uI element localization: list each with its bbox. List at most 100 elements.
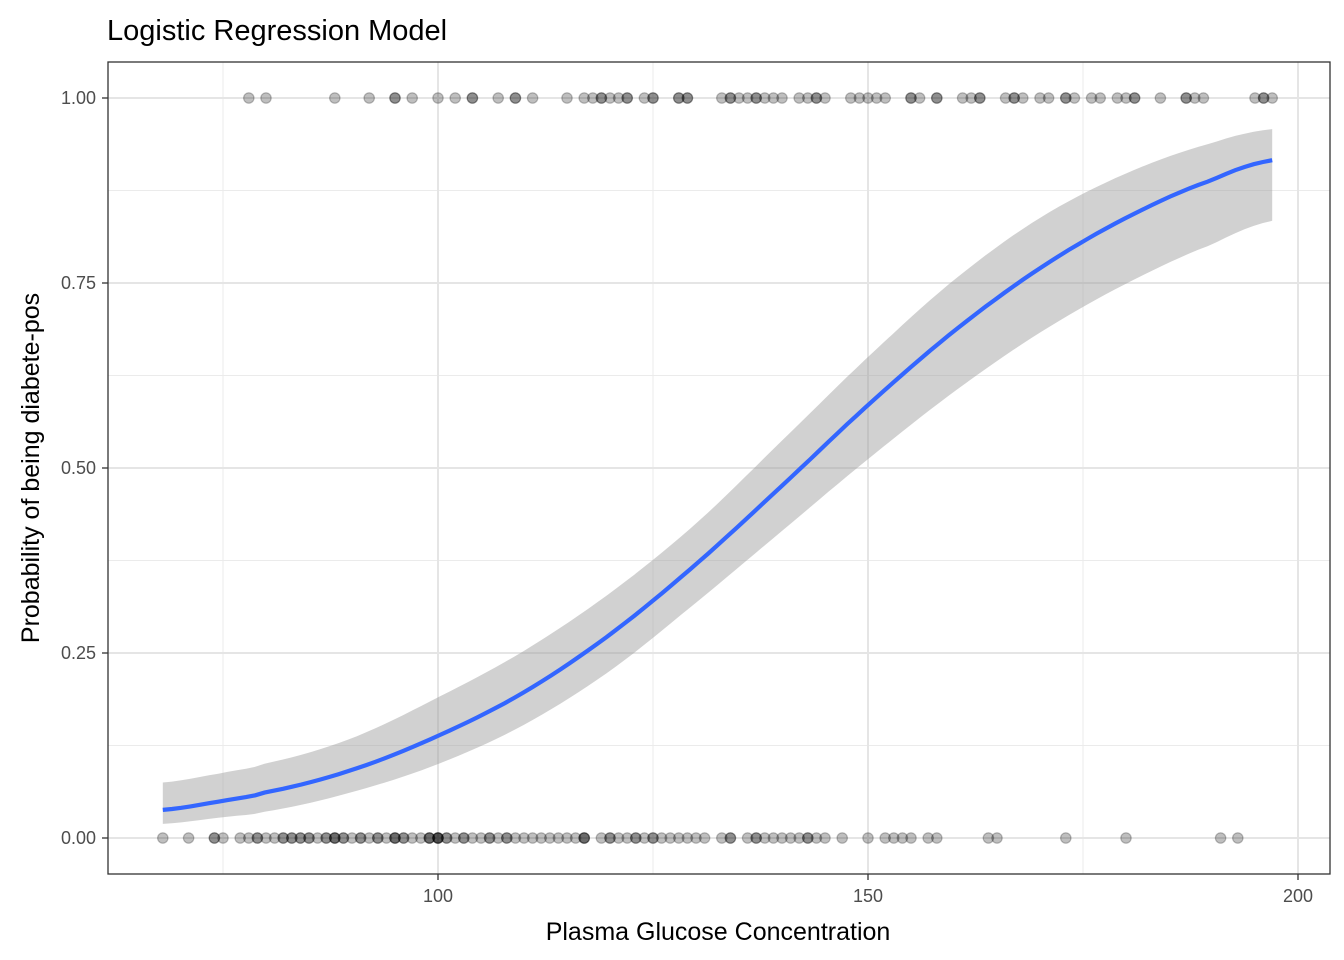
data-point	[647, 92, 659, 104]
data-point	[784, 832, 797, 844]
data-point	[999, 92, 1012, 104]
data-point	[1128, 92, 1141, 104]
data-point	[466, 832, 479, 844]
data-point	[432, 92, 444, 104]
data-point	[1214, 832, 1227, 844]
data-point	[879, 832, 891, 844]
data-point	[440, 832, 453, 844]
data-point	[681, 92, 694, 104]
data-point	[217, 832, 229, 844]
data-point	[354, 832, 367, 844]
fit-line	[162, 158, 1273, 812]
data-point	[1111, 92, 1124, 104]
data-point	[397, 832, 410, 844]
data-point	[672, 92, 685, 104]
data-point	[260, 92, 272, 104]
data-point	[285, 832, 298, 844]
data-point	[500, 832, 513, 844]
data-point	[483, 832, 496, 844]
data-point	[449, 832, 461, 844]
data-point	[862, 92, 874, 104]
data-point	[457, 832, 470, 844]
data-point	[243, 92, 255, 104]
data-point	[1266, 92, 1278, 104]
data-point	[690, 832, 702, 844]
data-point	[715, 92, 728, 104]
data-point	[328, 832, 341, 844]
data-point	[810, 92, 823, 104]
data-point	[810, 832, 823, 844]
data-point	[526, 92, 539, 104]
data-point	[604, 832, 616, 844]
data-point	[243, 832, 255, 844]
data-point	[363, 832, 375, 844]
data-point	[363, 92, 375, 104]
data-point	[578, 832, 590, 844]
data-point	[389, 92, 401, 104]
data-point	[750, 832, 762, 844]
data-point	[578, 832, 590, 844]
y-axis-title: Probability of being diabete-pos	[17, 293, 45, 643]
data-point	[853, 92, 866, 104]
data-point	[905, 92, 917, 104]
y-tick-label: 0.50	[61, 458, 96, 478]
data-point	[303, 832, 315, 844]
data-point	[337, 832, 350, 844]
data-point	[466, 92, 479, 104]
data-points	[157, 92, 1278, 844]
data-point	[406, 832, 418, 844]
data-point	[1128, 92, 1141, 104]
data-point	[612, 832, 625, 844]
data-point	[535, 832, 547, 844]
data-point	[449, 92, 461, 104]
data-point	[1249, 92, 1261, 104]
data-point	[552, 832, 565, 844]
data-point	[406, 92, 418, 104]
data-point	[543, 832, 556, 844]
data-point	[930, 92, 943, 104]
data-point	[758, 832, 771, 844]
data-point	[647, 832, 659, 844]
data-point	[371, 832, 384, 844]
data-point	[776, 92, 788, 104]
data-point	[1060, 92, 1072, 104]
data-point	[354, 832, 367, 844]
data-point	[621, 832, 633, 844]
data-point	[896, 832, 909, 844]
data-point	[887, 832, 900, 844]
data-point	[801, 832, 814, 844]
data-point	[965, 92, 977, 104]
data-point	[750, 832, 762, 844]
data-point	[819, 92, 831, 104]
data-point	[328, 832, 341, 844]
data-point	[793, 92, 805, 104]
data-point	[208, 832, 221, 844]
data-point	[905, 92, 917, 104]
data-point	[1034, 92, 1046, 104]
data-point	[1060, 92, 1072, 104]
data-point	[389, 832, 401, 844]
data-point	[157, 832, 169, 844]
data-point	[681, 92, 694, 104]
data-point	[423, 832, 436, 844]
data-point	[303, 832, 315, 844]
data-point	[750, 92, 762, 104]
data-point	[518, 832, 530, 844]
x-tick-label: 100	[423, 886, 453, 906]
data-point	[956, 92, 969, 104]
data-point	[432, 832, 444, 844]
data-point	[595, 92, 608, 104]
data-point	[913, 92, 926, 104]
data-point	[801, 832, 814, 844]
data-point	[251, 832, 264, 844]
data-point	[724, 832, 737, 844]
plot-panel	[107, 61, 1331, 875]
data-point	[277, 832, 289, 844]
data-point	[328, 832, 341, 844]
y-tick-label: 1.00	[61, 88, 96, 108]
y-tick-label: 0.25	[61, 643, 96, 663]
data-point	[492, 92, 504, 104]
data-point	[681, 832, 694, 844]
data-point	[647, 92, 659, 104]
data-point	[604, 832, 616, 844]
